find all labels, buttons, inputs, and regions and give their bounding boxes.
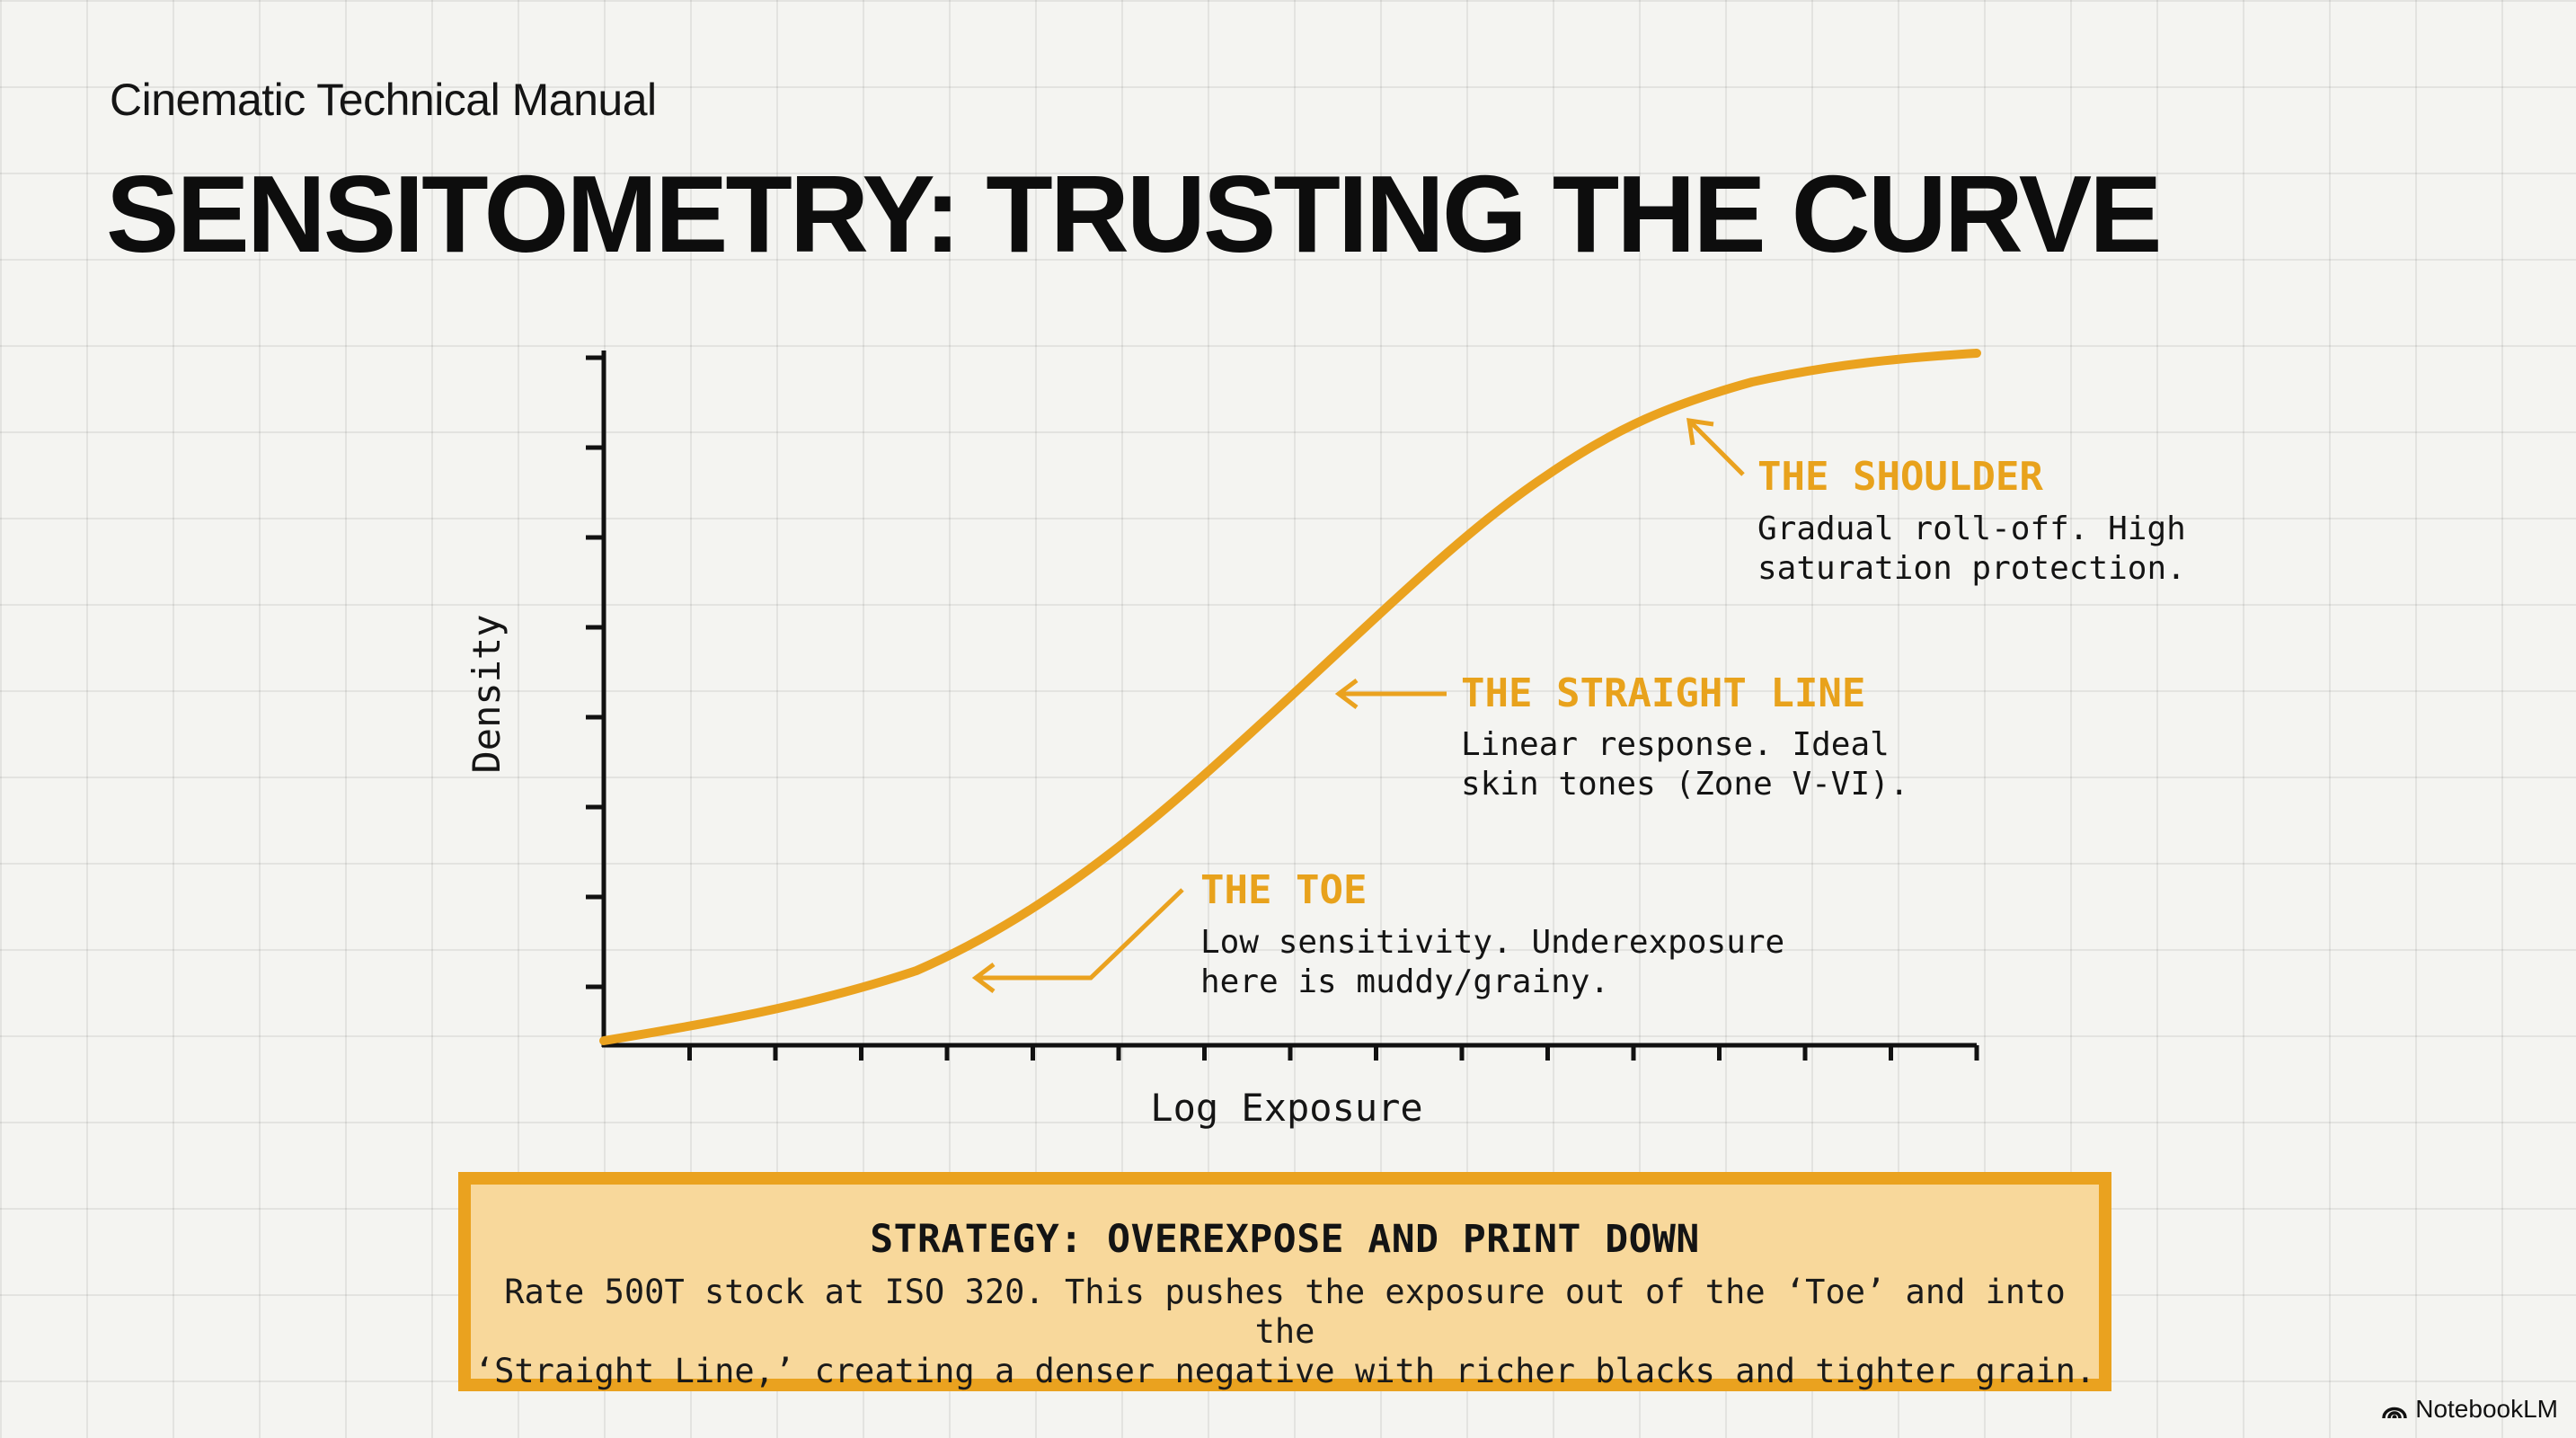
strategy-title: STRATEGY: OVEREXPOSE AND PRINT DOWN <box>870 1217 1700 1262</box>
strategy-line-1: Rate 500T stock at ISO 320. This pushes … <box>504 1273 2066 1351</box>
straight-line-title: THE STRAIGHT LINE <box>1461 670 1865 716</box>
toe-desc-line-2: here is muddy/grainy. <box>1200 963 1609 1000</box>
characteristic-curve <box>599 349 1981 1045</box>
shoulder-arrow <box>1689 421 1745 476</box>
toe-annotation: THE TOE Low sensitivity. Underexposure h… <box>971 867 1784 1000</box>
shoulder-arrowhead <box>1686 418 1714 446</box>
shoulder-desc-line-2: saturation protection. <box>1757 550 2186 587</box>
straight-line-desc-line-1: Linear response. Ideal <box>1461 726 1890 763</box>
notebooklm-brand[interactable]: NotebookLM <box>2381 1395 2558 1424</box>
toe-title: THE TOE <box>1200 867 1367 913</box>
strategy-line-2: ‘Straight Line,’ creating a denser negat… <box>474 1352 2096 1390</box>
strategy-box: STRATEGY: OVEREXPOSE AND PRINT DOWN Rate… <box>458 1172 2111 1391</box>
straight-line-annotation: THE STRAIGHT LINE Linear response. Ideal… <box>1334 670 1909 803</box>
toe-desc-line-1: Low sensitivity. Underexposure <box>1200 924 1784 961</box>
shoulder-annotation: THE SHOULDER Gradual roll-off. High satu… <box>1686 418 2186 587</box>
shoulder-desc-line-1: Gradual roll-off. High <box>1757 510 2186 547</box>
x-axis-ticks <box>687 1045 1979 1061</box>
straight-line-desc-line-2: skin tones (Zone V-VI). <box>1461 766 1909 803</box>
subtitle: Cinematic Technical Manual <box>110 75 657 125</box>
strategy-body: Rate 500T stock at ISO 320. This pushes … <box>471 1273 2099 1391</box>
brand-name: NotebookLM <box>2415 1395 2558 1423</box>
notebooklm-logo-icon <box>2382 1407 2407 1419</box>
shoulder-title: THE SHOULDER <box>1757 454 2043 500</box>
toe-arrowhead <box>971 963 996 993</box>
toe-arrow <box>978 888 1184 981</box>
y-axis-ticks <box>586 355 604 990</box>
x-axis-label: Log Exposure <box>1150 1086 1422 1130</box>
y-axis-label: Density <box>465 614 509 773</box>
straight-line-arrowhead <box>1334 679 1359 709</box>
page-title: SENSITOMETRY: TRUSTING THE CURVE <box>106 153 2162 275</box>
